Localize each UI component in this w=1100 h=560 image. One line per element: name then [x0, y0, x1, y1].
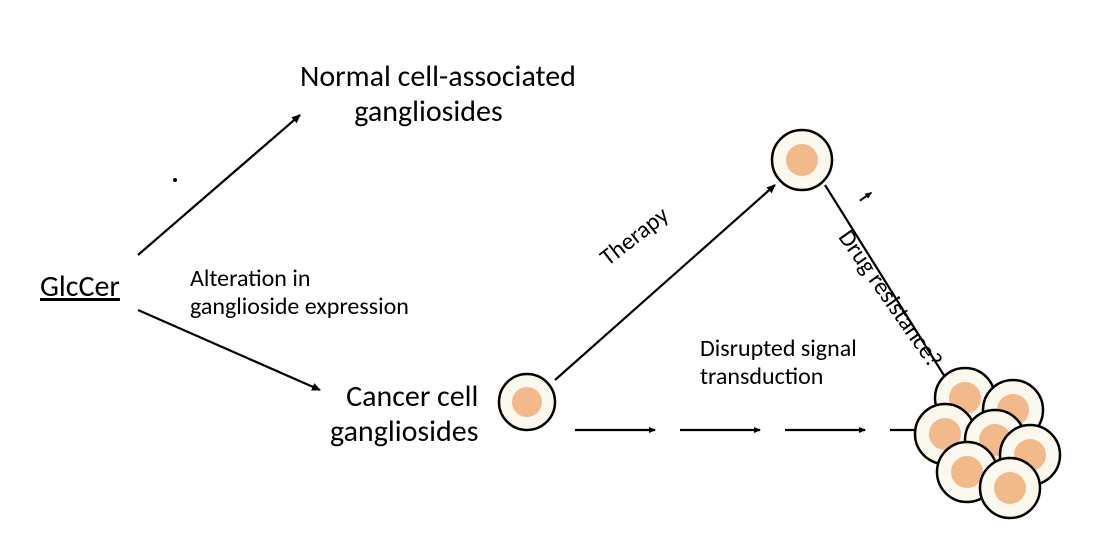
cell-single — [772, 130, 832, 190]
cell-cluster — [915, 368, 1060, 518]
stray-dot — [173, 178, 177, 182]
arrow-glccer-cancer — [138, 310, 320, 390]
cell-pair — [499, 374, 555, 430]
small-up-arrow — [860, 193, 871, 201]
arrow-glccer-normal — [138, 115, 300, 255]
label-cancer: Cancer cell gangliosides — [330, 380, 478, 449]
label-normal: Normal cell-associated gangliosides — [300, 60, 576, 129]
label-glccer: GlcCer — [40, 270, 120, 305]
label-alteration: Alteration in ganglioside expression — [190, 265, 409, 320]
diagram-canvas: GlcCer Normal cell-associated gangliosid… — [0, 0, 1100, 560]
label-disrupted: Disrupted signal transduction — [700, 335, 857, 390]
